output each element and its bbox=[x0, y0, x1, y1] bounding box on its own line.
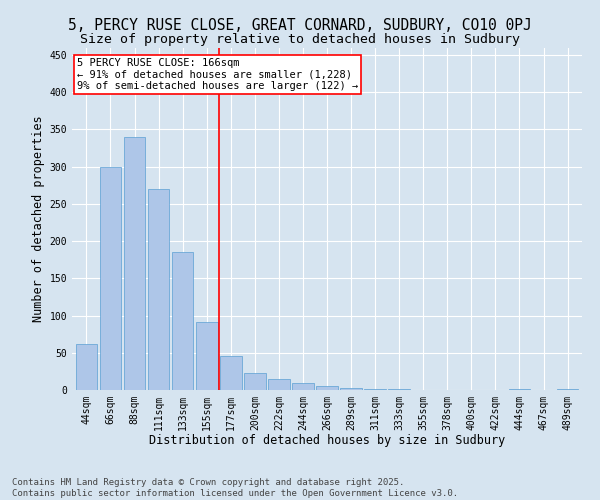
Y-axis label: Number of detached properties: Number of detached properties bbox=[32, 116, 46, 322]
Bar bbox=[196, 322, 218, 390]
Bar bbox=[509, 388, 530, 390]
Text: Size of property relative to detached houses in Sudbury: Size of property relative to detached ho… bbox=[80, 32, 520, 46]
Bar bbox=[557, 388, 578, 390]
Bar bbox=[364, 388, 386, 390]
Bar bbox=[340, 388, 362, 390]
Bar bbox=[124, 137, 145, 390]
Bar bbox=[316, 386, 338, 390]
Bar bbox=[100, 166, 121, 390]
Bar bbox=[220, 356, 242, 390]
X-axis label: Distribution of detached houses by size in Sudbury: Distribution of detached houses by size … bbox=[149, 434, 505, 448]
Bar bbox=[244, 373, 266, 390]
Bar bbox=[268, 379, 290, 390]
Bar bbox=[292, 382, 314, 390]
Bar bbox=[388, 388, 410, 390]
Bar bbox=[76, 344, 97, 390]
Bar bbox=[172, 252, 193, 390]
Text: Contains HM Land Registry data © Crown copyright and database right 2025.
Contai: Contains HM Land Registry data © Crown c… bbox=[12, 478, 458, 498]
Text: 5 PERCY RUSE CLOSE: 166sqm
← 91% of detached houses are smaller (1,228)
9% of se: 5 PERCY RUSE CLOSE: 166sqm ← 91% of deta… bbox=[77, 58, 358, 91]
Bar bbox=[148, 189, 169, 390]
Text: 5, PERCY RUSE CLOSE, GREAT CORNARD, SUDBURY, CO10 0PJ: 5, PERCY RUSE CLOSE, GREAT CORNARD, SUDB… bbox=[68, 18, 532, 32]
